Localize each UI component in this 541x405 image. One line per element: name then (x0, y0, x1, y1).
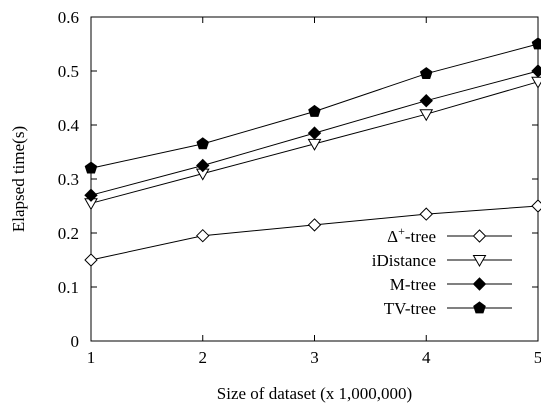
y-tick-label: 0.6 (58, 8, 79, 27)
legend-label: TV-tree (384, 299, 436, 318)
series-4 (84, 37, 541, 174)
plot-frame (90, 16, 539, 342)
legend-entry: iDistance (372, 251, 512, 270)
x-tick-label: 3 (310, 348, 319, 367)
y-tick-label: 0.1 (58, 278, 79, 297)
data-point (531, 199, 541, 213)
y-tick-label: 0.3 (58, 170, 79, 189)
data-point (419, 93, 433, 108)
x-tick-label: 2 (199, 348, 208, 367)
y-tick-label: 0 (71, 332, 80, 351)
x-tick-label: 4 (422, 348, 431, 367)
x-tick-label: 1 (87, 348, 96, 367)
data-point (196, 137, 210, 150)
axes (90, 16, 539, 342)
legend-marker (472, 229, 487, 243)
legend-marker (473, 301, 486, 314)
legend: Δ+-tree iDistance M-tree TV-tree (372, 224, 512, 318)
x-tick-label: 5 (534, 348, 541, 367)
series-1 (84, 199, 541, 267)
data-point (196, 158, 210, 173)
series (84, 37, 541, 267)
data-point (531, 64, 541, 78)
series-line (90, 205, 539, 261)
x-axis-label: Size of dataset (x 1,000,000) (217, 384, 412, 403)
data-point (307, 126, 322, 140)
data-point (419, 67, 433, 80)
y-tick-label: 0.5 (58, 62, 79, 81)
legend-marker (472, 277, 487, 291)
y-axis-label: Elapsed time(s) (9, 126, 28, 232)
legend-label: iDistance (372, 251, 436, 270)
data-point (307, 218, 322, 232)
data-point (419, 207, 433, 221)
legend-entry: Δ+-tree (387, 224, 512, 246)
y-tick-label: 0.2 (58, 224, 79, 243)
series-3 (84, 64, 541, 202)
data-point (84, 161, 98, 174)
data-point (308, 104, 321, 117)
data-point (419, 109, 434, 122)
legend-entry: TV-tree (384, 299, 512, 318)
series-2 (84, 76, 541, 211)
data-point (531, 76, 541, 89)
data-point (84, 253, 98, 267)
data-point (196, 228, 210, 243)
y-tick-label: 0.4 (58, 116, 80, 135)
legend-marker (472, 255, 487, 268)
legend-label: Δ+-tree (387, 224, 436, 246)
data-point (531, 37, 541, 50)
legend-entry: M-tree (390, 275, 512, 294)
data-point (84, 188, 98, 202)
legend-label: M-tree (390, 275, 436, 294)
ticks: 1 2 3 4 5 0 0.1 0.2 0.3 0.4 0.5 0.6 (58, 8, 541, 367)
